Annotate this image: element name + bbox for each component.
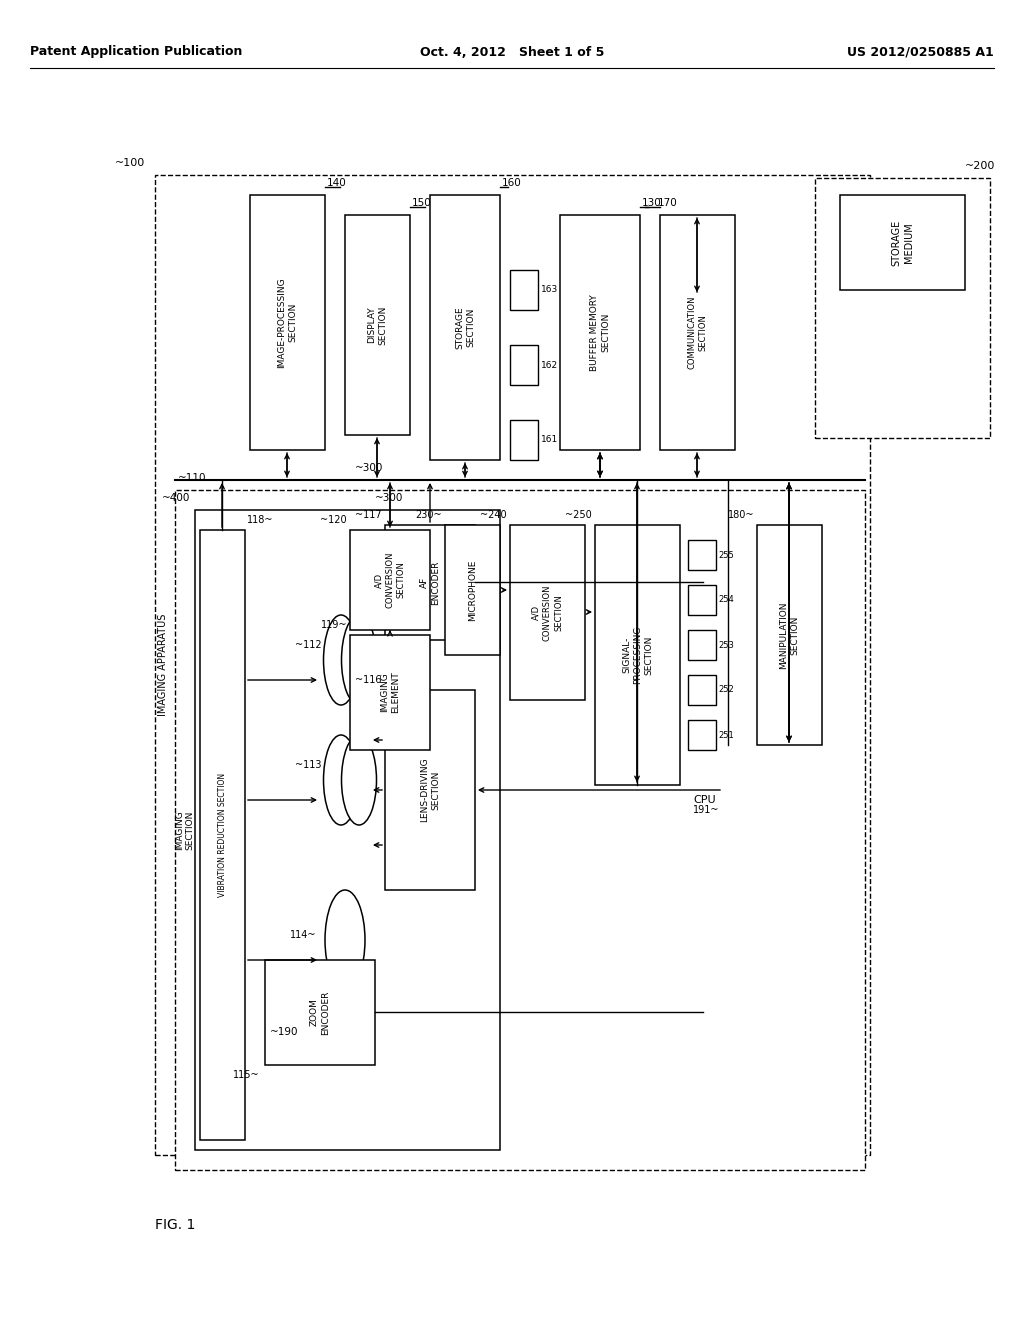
Text: ~240: ~240 [480,510,507,520]
Text: A/D
CONVERSION
SECTION: A/D CONVERSION SECTION [531,585,563,640]
Text: BUFFER MEMORY
SECTION: BUFFER MEMORY SECTION [590,294,610,371]
Bar [385,690,475,890]
Bar [688,540,716,570]
Text: 130: 130 [642,198,662,209]
Bar [385,525,475,640]
Bar [510,420,538,459]
Bar [345,215,410,436]
Text: STORAGE
SECTION: STORAGE SECTION [455,306,475,348]
Text: MICROPHONE: MICROPHONE [468,560,477,620]
Bar [250,195,325,450]
Bar [688,719,716,750]
Bar [155,176,870,1155]
Text: 119~: 119~ [321,620,347,630]
Ellipse shape [325,890,365,990]
Bar [510,345,538,385]
Bar [757,525,822,744]
Text: 253: 253 [718,640,734,649]
Text: ~190: ~190 [270,1027,299,1038]
Text: US 2012/0250885 A1: US 2012/0250885 A1 [847,45,994,58]
Text: CPU: CPU [693,795,716,805]
Text: 251: 251 [718,730,734,739]
Text: VIBRATION REDUCTION SECTION: VIBRATION REDUCTION SECTION [218,774,227,898]
Text: Patent Application Publication: Patent Application Publication [30,45,243,58]
Text: COMMUNICATION
SECTION: COMMUNICATION SECTION [687,296,708,370]
Bar [195,510,500,1150]
Ellipse shape [324,615,358,705]
Text: AF
ENCODER: AF ENCODER [420,560,440,605]
Text: 160: 160 [502,178,522,187]
Text: 150: 150 [412,198,432,209]
Ellipse shape [341,735,377,825]
Text: ~120: ~120 [321,515,347,525]
Bar [350,635,430,750]
Text: ~110: ~110 [178,473,207,483]
Text: 170: 170 [658,198,678,209]
Text: 163: 163 [541,285,558,294]
Bar [350,531,430,630]
Text: IMAGING APPARATUS: IMAGING APPARATUS [158,614,168,717]
Bar [688,585,716,615]
Bar [660,215,735,450]
Bar [688,675,716,705]
Text: DISPLAY
SECTION: DISPLAY SECTION [368,305,387,345]
Text: 230~: 230~ [416,510,442,520]
Bar [265,960,375,1065]
Bar [840,195,965,290]
Text: ~200: ~200 [965,161,995,172]
Text: 180~: 180~ [727,510,754,520]
Text: FIG. 1: FIG. 1 [155,1218,196,1232]
Text: MANIPULATION
SECTION: MANIPULATION SECTION [779,601,800,669]
Text: LENS-DRIVING
SECTION: LENS-DRIVING SECTION [420,758,440,822]
Ellipse shape [341,615,377,705]
Text: 118~: 118~ [247,515,273,525]
Text: 114~: 114~ [290,931,316,940]
Text: 161: 161 [541,436,558,445]
Text: ~100: ~100 [115,158,145,168]
Text: SIGNAL-
PROCESSING
SECTION: SIGNAL- PROCESSING SECTION [622,626,653,684]
Text: A/D
CONVERSION
SECTION: A/D CONVERSION SECTION [375,552,406,609]
Text: IMAGING
ELEMENT: IMAGING ELEMENT [380,672,400,713]
Bar [595,525,680,785]
Text: ~116: ~116 [355,675,382,685]
Text: 191~: 191~ [693,805,720,814]
Text: 255: 255 [718,550,734,560]
Bar [815,178,990,438]
Bar [430,195,500,459]
Text: 254: 254 [718,595,734,605]
Text: ~250: ~250 [565,510,592,520]
Text: ~300: ~300 [375,492,403,503]
Text: ~112: ~112 [295,640,322,649]
Text: ~117: ~117 [355,510,382,520]
Text: IMAGE-PROCESSING
SECTION: IMAGE-PROCESSING SECTION [278,277,298,368]
Text: 252: 252 [718,685,734,694]
Text: IMAGING
SECTION: IMAGING SECTION [175,810,195,850]
Text: ~400: ~400 [162,492,190,503]
Bar [510,271,538,310]
Bar [175,490,865,1170]
Bar [445,525,500,655]
Text: ZOOM
ENCODER: ZOOM ENCODER [310,990,330,1035]
Text: Oct. 4, 2012   Sheet 1 of 5: Oct. 4, 2012 Sheet 1 of 5 [420,45,604,58]
Text: 140: 140 [327,178,347,187]
Text: ~113: ~113 [295,760,322,770]
Bar [510,525,585,700]
Ellipse shape [324,735,358,825]
Text: 162: 162 [541,360,558,370]
Text: ~300: ~300 [355,463,383,473]
Text: STORAGE
MEDIUM: STORAGE MEDIUM [891,219,913,265]
Bar [560,215,640,450]
Text: 115~: 115~ [233,1071,260,1080]
Bar [200,531,245,1140]
Bar [688,630,716,660]
